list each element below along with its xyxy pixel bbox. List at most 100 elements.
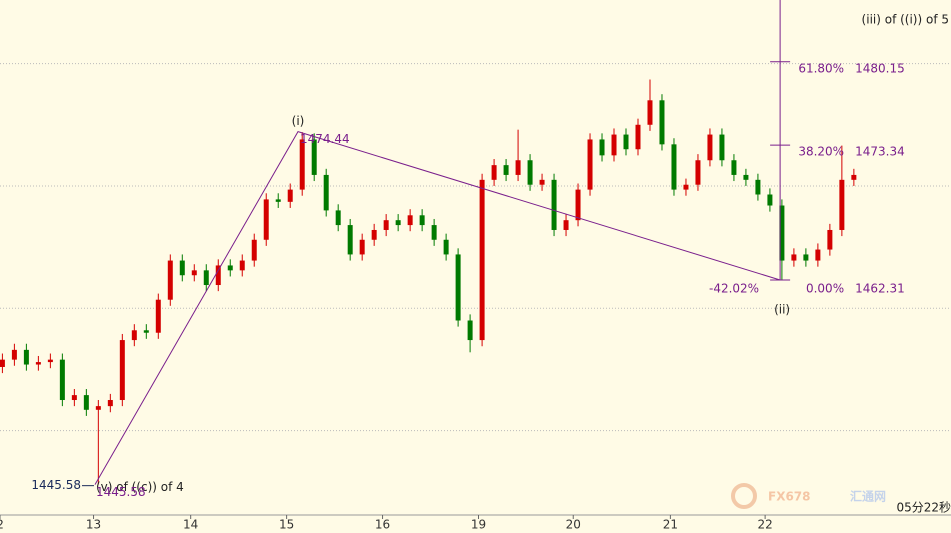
x-tick-label: 19 xyxy=(471,518,486,532)
fib-percent: 0.00% xyxy=(806,282,844,296)
candle-body xyxy=(239,260,245,271)
fib-percent: 38.20% xyxy=(798,145,844,159)
candle-body xyxy=(623,134,629,150)
candle-body xyxy=(527,160,533,185)
candle-body xyxy=(743,174,749,180)
candle-body xyxy=(119,340,125,401)
candle-body xyxy=(191,270,197,276)
candle-body xyxy=(323,174,329,211)
wave-note: (iii) of ((i)) of 5 xyxy=(862,13,949,27)
candle-body xyxy=(203,270,209,286)
candle-body xyxy=(431,225,437,240)
wave-label: (ii) xyxy=(774,303,790,317)
candle-body xyxy=(419,215,425,226)
candle-body xyxy=(359,239,365,255)
clock: 05分22秒 xyxy=(896,501,951,515)
wave-label: (i) xyxy=(292,114,305,128)
candle-body xyxy=(635,124,641,150)
candle-body xyxy=(803,254,809,261)
candle-body xyxy=(707,134,713,161)
candle-body xyxy=(443,239,449,255)
candle-body xyxy=(167,260,173,300)
candle-body xyxy=(455,254,461,321)
candle-body xyxy=(839,179,845,230)
candle-body xyxy=(587,139,593,190)
candle-body xyxy=(71,395,77,401)
candle-body xyxy=(107,400,113,407)
candle-body xyxy=(371,229,377,240)
candle-body xyxy=(275,199,281,202)
candle-body xyxy=(479,179,485,341)
candle-body xyxy=(539,179,545,185)
candle-body xyxy=(491,165,497,180)
candle-body xyxy=(287,189,293,202)
candle-body xyxy=(215,265,221,286)
wave-line xyxy=(94,131,781,485)
fib-extension: -42.02% xyxy=(709,282,759,296)
candle-body xyxy=(575,189,581,221)
candle-body xyxy=(131,330,137,341)
fib-price: 1462.31 xyxy=(855,282,905,296)
fib-price: 1473.34 xyxy=(855,145,905,159)
candle-body xyxy=(35,362,41,365)
candle-body xyxy=(827,229,833,250)
candle-body xyxy=(407,215,413,226)
price-label: 1445.58 xyxy=(31,478,81,492)
candle-body xyxy=(767,194,773,206)
candle-body xyxy=(671,144,677,190)
candle-body xyxy=(155,299,161,333)
candle-body xyxy=(815,249,821,261)
candle-body xyxy=(695,160,701,185)
wave-label: (v) of ((c)) of 4 xyxy=(96,480,184,494)
candle-body xyxy=(179,260,185,276)
candle-body xyxy=(647,100,653,125)
candle-body xyxy=(563,220,569,230)
candle-body xyxy=(59,359,65,401)
x-tick-label: 21 xyxy=(663,518,678,532)
fib-price: 1480.15 xyxy=(855,61,905,75)
candle-body xyxy=(683,184,689,190)
candle-body xyxy=(503,165,509,175)
candle-body xyxy=(599,139,605,156)
candle-body xyxy=(263,199,269,240)
watermark-logo xyxy=(731,483,757,509)
price-label: 1474.44 xyxy=(300,132,350,146)
watermark: FX678 xyxy=(768,490,811,504)
x-tick-label: 13 xyxy=(86,518,101,532)
candle-body xyxy=(515,160,521,175)
candle-body xyxy=(143,330,149,333)
candle-body xyxy=(791,254,797,261)
candle-body xyxy=(731,160,737,175)
candle-body xyxy=(47,359,53,363)
candle-body xyxy=(0,359,5,367)
candle-body xyxy=(659,100,665,145)
candle-body xyxy=(95,406,101,410)
candle-body xyxy=(23,349,29,365)
watermark: 汇通网 xyxy=(850,489,886,504)
candle-body xyxy=(83,395,89,410)
candle-body xyxy=(347,225,353,255)
candle-body xyxy=(395,220,401,226)
candle-body xyxy=(467,320,473,341)
x-tick-label: 2 xyxy=(0,518,4,532)
candle-body xyxy=(11,349,17,360)
candle-body xyxy=(311,139,317,175)
price-label: 1445.58 xyxy=(96,485,146,499)
candle-body xyxy=(719,134,725,161)
candle-body xyxy=(227,265,233,271)
x-tick-label: 16 xyxy=(375,518,390,532)
candle-body xyxy=(299,139,305,190)
candle-body xyxy=(851,174,857,180)
candle-body xyxy=(551,179,557,230)
x-tick-label: 14 xyxy=(183,518,198,532)
x-tick-label: 15 xyxy=(279,518,294,532)
candle-body xyxy=(335,210,341,226)
candle-body xyxy=(779,205,785,261)
candle-body xyxy=(383,220,389,230)
x-tick-label: 22 xyxy=(757,518,772,532)
candle-body xyxy=(755,179,761,195)
fib-percent: 61.80% xyxy=(798,61,844,75)
